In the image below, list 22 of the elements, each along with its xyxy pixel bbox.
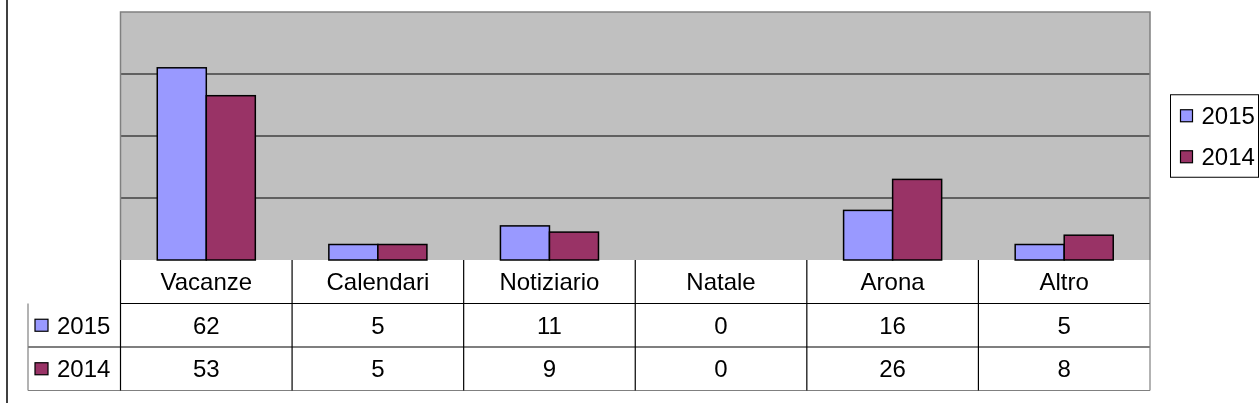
legend-label: 2015 bbox=[57, 311, 111, 339]
x-tick-label: Altro bbox=[1039, 268, 1089, 296]
data-label: 0 bbox=[714, 355, 728, 383]
data-label: 9 bbox=[542, 355, 557, 383]
data-label: 8 bbox=[1057, 355, 1071, 383]
data-label: 16 bbox=[879, 311, 906, 339]
data-label: 11 bbox=[537, 311, 562, 339]
data-label: 53 bbox=[192, 355, 220, 383]
x-tick-label: Notiziario bbox=[499, 268, 600, 296]
data-label: 0 bbox=[714, 311, 728, 339]
x-tick-label: Vacanze bbox=[160, 268, 253, 296]
legend-label: 2014 bbox=[1201, 143, 1255, 171]
x-tick-label: Natale bbox=[686, 268, 756, 296]
data-label: 5 bbox=[371, 311, 385, 339]
data-label: 62 bbox=[192, 311, 220, 339]
text: 2015 bbox=[1201, 102, 1255, 130]
x-tick-label: Calendari bbox=[326, 268, 430, 296]
text: 2014 bbox=[57, 355, 111, 383]
data-label: 5 bbox=[1057, 311, 1071, 339]
data-label: 5 bbox=[371, 355, 385, 383]
data-label: 26 bbox=[879, 355, 906, 383]
x-tick-label: Arona bbox=[860, 268, 926, 296]
